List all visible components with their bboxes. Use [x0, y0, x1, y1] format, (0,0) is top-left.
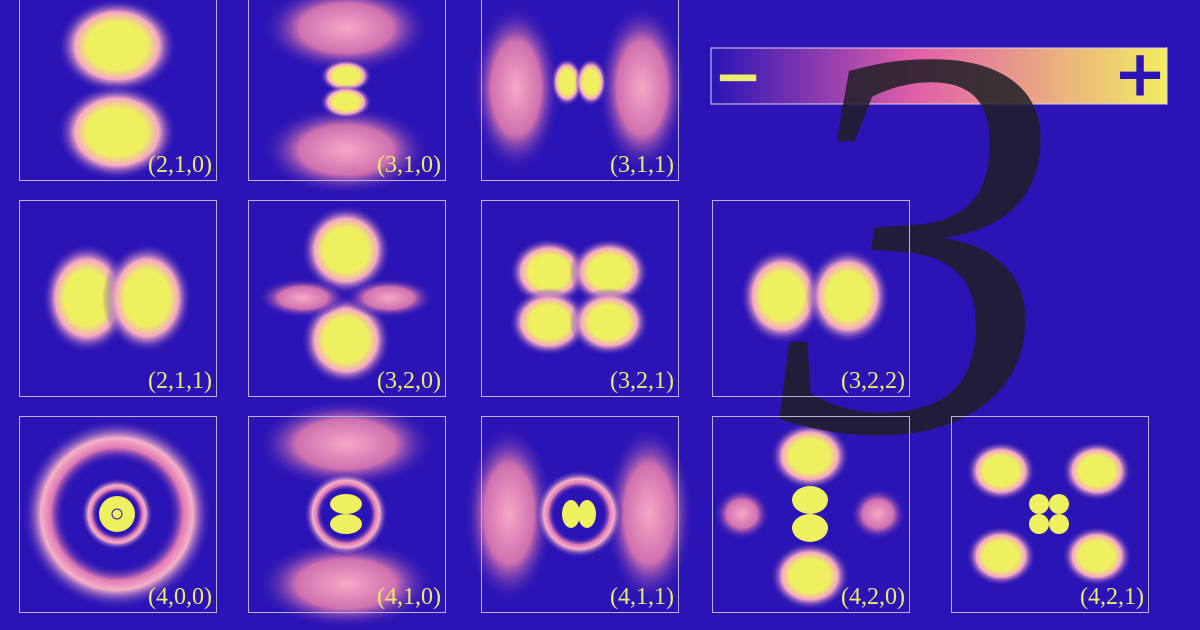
lobe	[261, 105, 431, 195]
orbital-panel	[509, 238, 649, 356]
panel-label: (3,2,2)	[841, 368, 905, 394]
lobe	[740, 248, 824, 344]
orbital-panel	[471, 3, 687, 173]
lobe	[102, 243, 192, 353]
orbital-panel	[258, 205, 434, 385]
lobe	[464, 424, 554, 604]
panel-label: (4,2,0)	[841, 584, 905, 610]
lobe	[256, 539, 436, 629]
orbital-panel	[256, 399, 436, 629]
panel-label: (3,1,0)	[377, 152, 441, 178]
lobe	[966, 441, 1036, 501]
lobe	[1049, 514, 1069, 534]
panel-frame	[481, 416, 679, 613]
numeral: 3	[771, 0, 1060, 552]
orbital-panel	[261, 0, 431, 195]
lobe	[509, 288, 589, 356]
node	[111, 508, 123, 520]
panel-label: (2,1,1)	[148, 368, 212, 394]
panel-frame	[712, 416, 910, 613]
lobe	[258, 278, 348, 318]
lobe	[770, 542, 850, 610]
colorbar-max: +	[1113, 38, 1167, 112]
panel-frame	[951, 416, 1149, 613]
lobe	[1062, 526, 1132, 586]
lobe	[320, 59, 372, 93]
lobe	[551, 58, 583, 106]
lobe	[966, 526, 1036, 586]
colorbar: − +	[710, 38, 1168, 112]
lobe	[569, 288, 649, 356]
lobe	[850, 488, 906, 540]
lobe	[578, 500, 596, 528]
panel-label: (3,2,0)	[377, 368, 441, 394]
lobe	[471, 3, 561, 173]
lobe	[1062, 441, 1132, 501]
orbital-panel	[714, 422, 906, 610]
panel-grid	[22, 0, 1132, 629]
lobe	[57, 0, 177, 94]
lobe	[1049, 494, 1069, 514]
panel-frame	[19, 0, 217, 181]
panel-label: (4,2,1)	[1080, 584, 1144, 610]
orbital-panel	[966, 441, 1132, 586]
lobe	[261, 0, 431, 73]
panel-label: (4,1,0)	[377, 584, 441, 610]
colorbar-min: −	[714, 42, 763, 110]
orbital-panel	[740, 248, 890, 344]
orbital-panel	[42, 243, 192, 353]
lobe	[256, 399, 436, 489]
lobe	[806, 248, 890, 344]
panel-frame	[248, 200, 446, 397]
lobe	[301, 295, 391, 385]
lobe	[604, 424, 694, 604]
panel-frame	[481, 0, 679, 181]
lobe	[330, 514, 362, 534]
lobe	[320, 85, 372, 119]
panel-frame	[19, 200, 217, 397]
lobe	[1029, 514, 1049, 534]
lobe	[714, 488, 770, 540]
panel-label: (4,0,0)	[148, 584, 212, 610]
lobe	[597, 3, 687, 173]
lobe	[792, 514, 828, 542]
panel-label: (4,1,1)	[610, 584, 674, 610]
panel-frame	[248, 0, 446, 181]
lobe	[569, 238, 649, 306]
orbital-panel	[57, 0, 177, 180]
panel-label: (2,1,0)	[148, 152, 212, 178]
panel-frame	[481, 200, 679, 397]
panel-frames: (2,1,0) (3,1,0) (3,1,1) (2,1,1) (3,2,0) (3,2,…	[19, 0, 1149, 613]
lobe	[509, 238, 589, 306]
panel-label: (3,1,1)	[610, 152, 674, 178]
lobe	[344, 278, 434, 318]
core	[99, 496, 135, 532]
lobe	[770, 422, 850, 490]
orbital-panel	[464, 424, 694, 604]
lobe	[792, 486, 828, 514]
colorbar-gradient	[710, 47, 1168, 105]
panel-label: (3,2,1)	[610, 368, 674, 394]
lobe	[575, 58, 607, 106]
lobe	[330, 494, 362, 514]
lobe	[562, 500, 580, 528]
lobe	[1029, 494, 1049, 514]
panel-frame	[248, 416, 446, 613]
lobe	[301, 205, 391, 295]
orbital-panel	[22, 419, 212, 609]
lobe	[57, 84, 177, 180]
panel-frame	[19, 416, 217, 613]
panel-frame	[712, 200, 910, 397]
